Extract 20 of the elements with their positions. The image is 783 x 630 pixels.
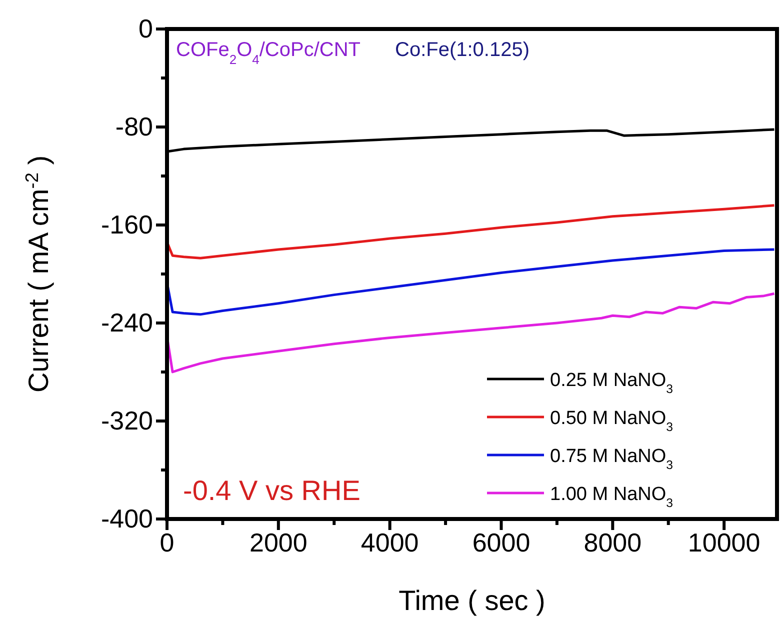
annotation: Co:Fe(1:0.125)	[395, 39, 530, 61]
annotation: -0.4 V vs RHE	[183, 475, 360, 506]
y-tick-label: -400	[100, 503, 153, 534]
x-axis-title: Time ( sec )	[398, 585, 546, 616]
y-tick-label: -320	[100, 405, 153, 436]
x-tick-label: 8000	[584, 527, 642, 558]
x-tick-label: 0	[160, 527, 174, 558]
y-tick-label: -240	[100, 307, 153, 338]
legend-label: 0.75 M NaNO$_{3}$	[550, 446, 674, 472]
x-tick-label: 10000	[688, 527, 760, 558]
y-tick-label: -160	[100, 209, 153, 240]
y-tick-label: -80	[115, 111, 153, 142]
y-tick-label: 0	[138, 13, 153, 44]
legend-label: 0.25 M NaNO$_{3}$	[550, 370, 674, 396]
legend-label: 0.50 M NaNO$_{3}$	[550, 408, 674, 434]
legend-label: 1.00 M NaNO$_{3}$	[550, 484, 674, 510]
x-tick-label: 2000	[249, 527, 308, 558]
x-tick-label: 6000	[472, 527, 530, 558]
annotation: COFe$_{2}$O$_{4}$/CoPc/CNT	[176, 39, 360, 66]
x-tick-label: 4000	[360, 527, 419, 558]
